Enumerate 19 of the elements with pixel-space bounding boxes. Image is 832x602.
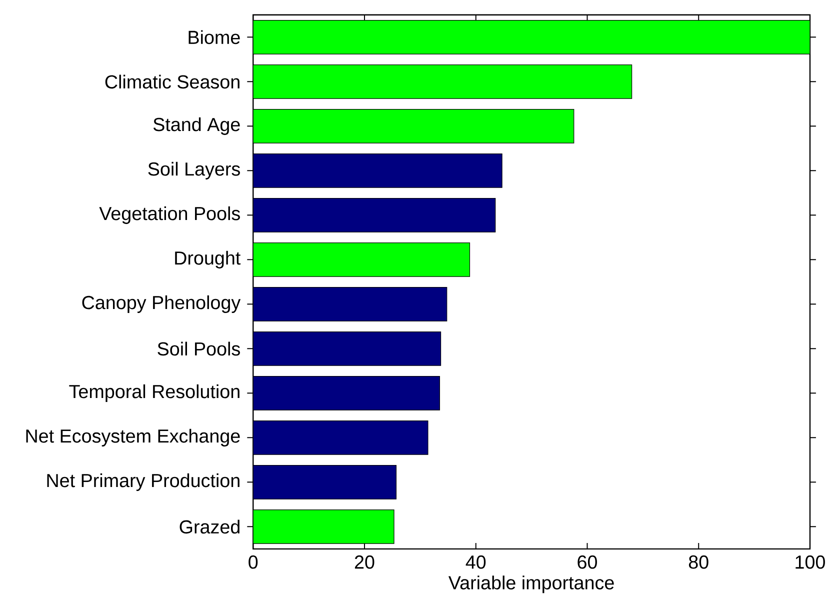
x-axis-title: Variable importance (448, 576, 614, 594)
x-tick-label: 80 (688, 556, 708, 570)
y-tick-label: Drought (175, 251, 241, 269)
x-tick-label: 0 (248, 556, 258, 570)
y-tick-label: Canopy Phenology (82, 296, 241, 314)
y-tick-label: Net Ecosystem Exchange (26, 429, 240, 447)
x-tick-label: 100 (796, 556, 825, 570)
y-tick-label: Soil Layers (148, 162, 240, 180)
y-tick-label: Soil Pools (158, 342, 240, 356)
y-tick-label: Biome (188, 30, 240, 44)
x-tick-label: 60 (578, 556, 597, 570)
y-tick-label: Stand Age (153, 118, 240, 136)
y-tick-label: Vegetation Pools (99, 206, 240, 224)
x-tick-label: 20 (354, 556, 374, 570)
y-tick-label: Climatic Season (105, 74, 240, 89)
y-tick-label: Grazed (180, 520, 240, 534)
x-tick-label: 40 (466, 556, 486, 570)
y-tick-label: Temporal Resolution (69, 384, 240, 402)
y-tick-label: Net Primary Production (47, 474, 240, 492)
